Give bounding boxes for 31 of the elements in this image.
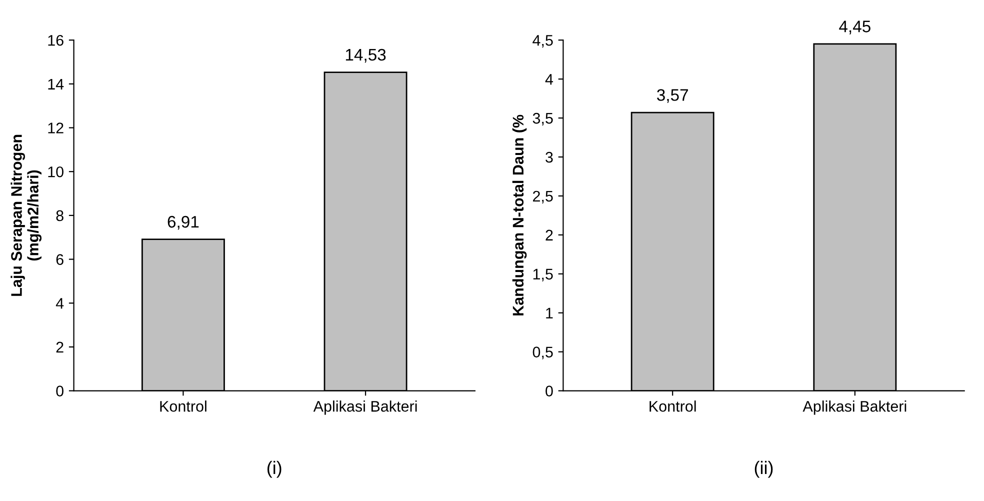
y-tick-label: 2,5 [532, 190, 553, 204]
y-tick-label: 0 [56, 386, 64, 396]
x-tick-label: Kontrol [160, 400, 206, 412]
y-tick-label: 0,5 [532, 346, 553, 360]
y-tick-label: 4,5 [532, 35, 553, 48]
y-tick-label: 16 [48, 34, 64, 46]
data-label: 14,53 [346, 48, 386, 63]
x-tick-label: Aplikasi Bakteri [313, 400, 417, 415]
y-tick-label: 12 [48, 122, 64, 134]
text: (i) [267, 460, 282, 478]
y-tick-label: 3 [546, 152, 553, 163]
y-tick-label: 6 [56, 254, 64, 265]
text: (ii) [754, 460, 773, 478]
data-label: 3,57 [657, 89, 688, 103]
y-axis-title: Kandungan N-total Daun (% [512, 114, 527, 316]
data-label: 4,45 [839, 20, 870, 34]
y-tick-label: 3,5 [532, 112, 553, 126]
y-tick-label: 2 [546, 230, 553, 240]
data-label: 6,91 [168, 216, 199, 230]
y-axis-title: Laju Serapan Nitrogen (mg/m2/hari) [10, 134, 42, 296]
y-tick-label: 8 [56, 210, 64, 222]
y-tick-label: 2 [56, 342, 64, 352]
y-tick-label: 4 [545, 74, 554, 85]
y-tick-label: 14 [48, 78, 64, 90]
y-tick-label: 1,5 [533, 268, 553, 282]
x-tick-label: Kontrol [650, 400, 696, 412]
y-tick-label: 4 [56, 298, 64, 309]
y-tick-label: 10 [48, 166, 64, 178]
x-tick-label: Aplikasi Bakteri [802, 400, 906, 415]
y-tick-label: 1 [546, 308, 553, 318]
y-tick-label: 0 [546, 386, 553, 396]
